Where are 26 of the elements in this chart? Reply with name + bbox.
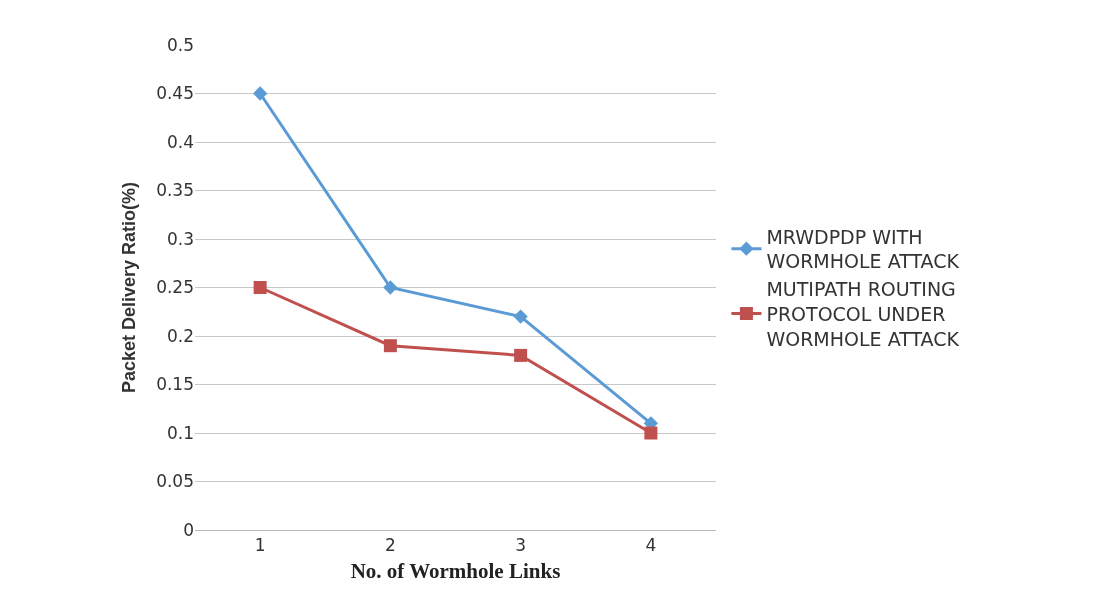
y-tick-label: 0.05 [156,471,194,492]
y-tick-label: 0.25 [156,277,194,298]
x-axis-title: No. of Wormhole Links [350,558,561,583]
y-tick-label: 0.2 [166,325,194,346]
legend-label: MUTIPATH ROUTING PROTOCOL UNDER WORMHOLE ATTACK [766,278,960,350]
x-tick-label: 2 [384,535,396,556]
x-tick-label: 4 [645,535,657,556]
point [644,426,658,440]
y-tick-label: 0.35 [156,180,194,201]
y-tick-label: 0.4 [166,131,194,152]
y-axis-title: Packet Delivery Ratio(%) [119,181,140,394]
y-tick-label: 0.15 [156,374,194,395]
point [383,280,398,295]
point [253,281,267,294]
point [383,339,397,353]
y-tick-label: 0 [183,519,194,540]
y-tick-label: 0.5 [166,34,194,55]
y-tick-label: 0.45 [156,83,194,104]
point [514,348,528,362]
point [252,86,268,101]
x-tick-label: 1 [254,535,266,556]
point [513,309,528,324]
x-tick-label: 3 [515,535,527,556]
y-tick-label: 0.1 [166,422,194,443]
legend-label: MRWDPDP WITH WORMHOLE ATTACK [766,225,960,273]
y-tick-label: 0.3 [166,228,194,249]
